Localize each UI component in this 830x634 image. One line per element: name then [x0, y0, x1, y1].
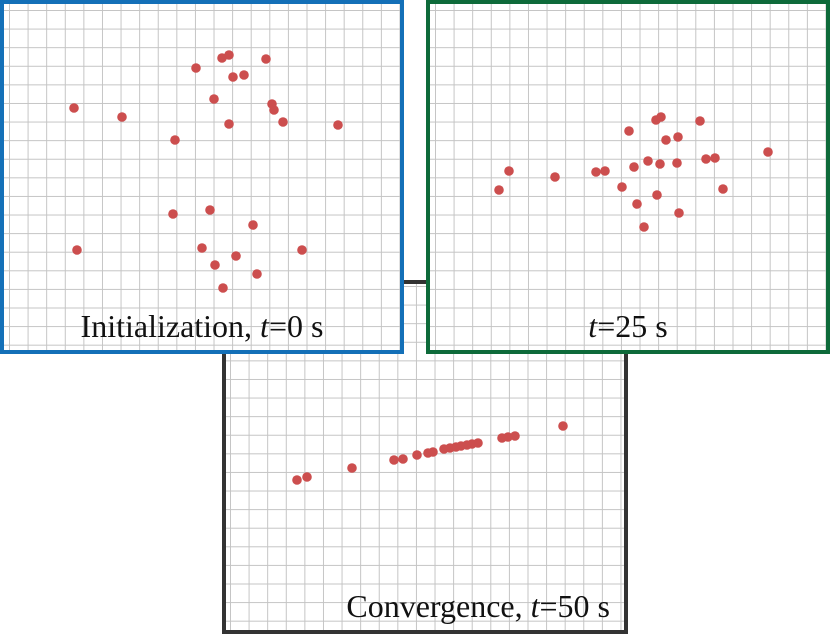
- particle-point: [191, 63, 201, 73]
- particle-point: [231, 251, 241, 261]
- particle-point: [629, 162, 639, 172]
- particle-point: [302, 472, 312, 482]
- particle-point: [261, 54, 271, 64]
- particle-point: [292, 475, 302, 485]
- particle-point: [210, 260, 220, 270]
- particle-point: [218, 283, 228, 293]
- caption-suffix: =50 s: [539, 588, 611, 624]
- particle-point: [656, 112, 666, 122]
- caption-variable: t: [588, 308, 598, 344]
- particle-point: [197, 243, 207, 253]
- caption-suffix: =0 s: [268, 308, 324, 344]
- particle-point: [389, 455, 399, 465]
- panel-initialization: Initialization, t=0 s: [0, 0, 404, 354]
- particle-point: [763, 147, 773, 157]
- grid-background: [4, 4, 400, 350]
- particle-point: [248, 220, 258, 230]
- particle-point: [632, 199, 642, 209]
- particle-point: [269, 105, 279, 115]
- particle-point: [672, 158, 682, 168]
- particle-point: [224, 50, 234, 60]
- panel-t25: t=25 s: [426, 0, 830, 354]
- particle-point: [624, 126, 634, 136]
- particle-point: [494, 185, 504, 195]
- caption-variable: t: [530, 588, 540, 624]
- particle-point: [504, 166, 514, 176]
- particle-point: [710, 153, 720, 163]
- caption-t25: t=25 s: [430, 310, 826, 342]
- particle-point: [412, 450, 422, 460]
- particle-point: [652, 190, 662, 200]
- particle-point: [674, 208, 684, 218]
- particle-point: [333, 120, 343, 130]
- particle-point: [643, 156, 653, 166]
- particle-point: [228, 72, 238, 82]
- caption-prefix: Convergence,: [346, 588, 531, 624]
- grid-background: [430, 4, 826, 350]
- particle-point: [550, 172, 560, 182]
- particle-point: [558, 421, 568, 431]
- particle-point: [600, 166, 610, 176]
- points-layer: [69, 50, 343, 293]
- caption-initialization: Initialization, t=0 s: [4, 310, 400, 342]
- points-layer: [494, 112, 773, 232]
- particle-point: [168, 209, 178, 219]
- particle-point: [117, 112, 127, 122]
- particle-point: [205, 205, 215, 215]
- particle-point: [639, 222, 649, 232]
- caption-prefix: Initialization,: [80, 308, 261, 344]
- particle-point: [701, 154, 711, 164]
- particle-point: [510, 431, 520, 441]
- particle-point: [72, 245, 82, 255]
- particle-point: [473, 438, 483, 448]
- particle-point: [655, 159, 665, 169]
- particle-point: [428, 447, 438, 457]
- particle-point: [209, 94, 219, 104]
- particle-point: [278, 117, 288, 127]
- particle-point: [617, 182, 627, 192]
- particle-point: [503, 432, 513, 442]
- particle-point: [398, 454, 408, 464]
- particle-point: [718, 184, 728, 194]
- caption-suffix: =25 s: [597, 308, 668, 344]
- particle-point: [170, 135, 180, 145]
- caption-variable: t: [260, 308, 269, 344]
- particle-point: [673, 132, 683, 142]
- points-layer: [292, 421, 568, 485]
- particle-point: [661, 135, 671, 145]
- particle-point: [347, 463, 357, 473]
- particle-point: [239, 70, 249, 80]
- particle-point: [297, 245, 307, 255]
- caption-convergence: Convergence, t=50 s: [226, 590, 624, 622]
- particle-point: [252, 269, 262, 279]
- particle-point: [224, 119, 234, 129]
- particle-point: [695, 116, 705, 126]
- particle-point: [591, 167, 601, 177]
- particle-point: [69, 103, 79, 113]
